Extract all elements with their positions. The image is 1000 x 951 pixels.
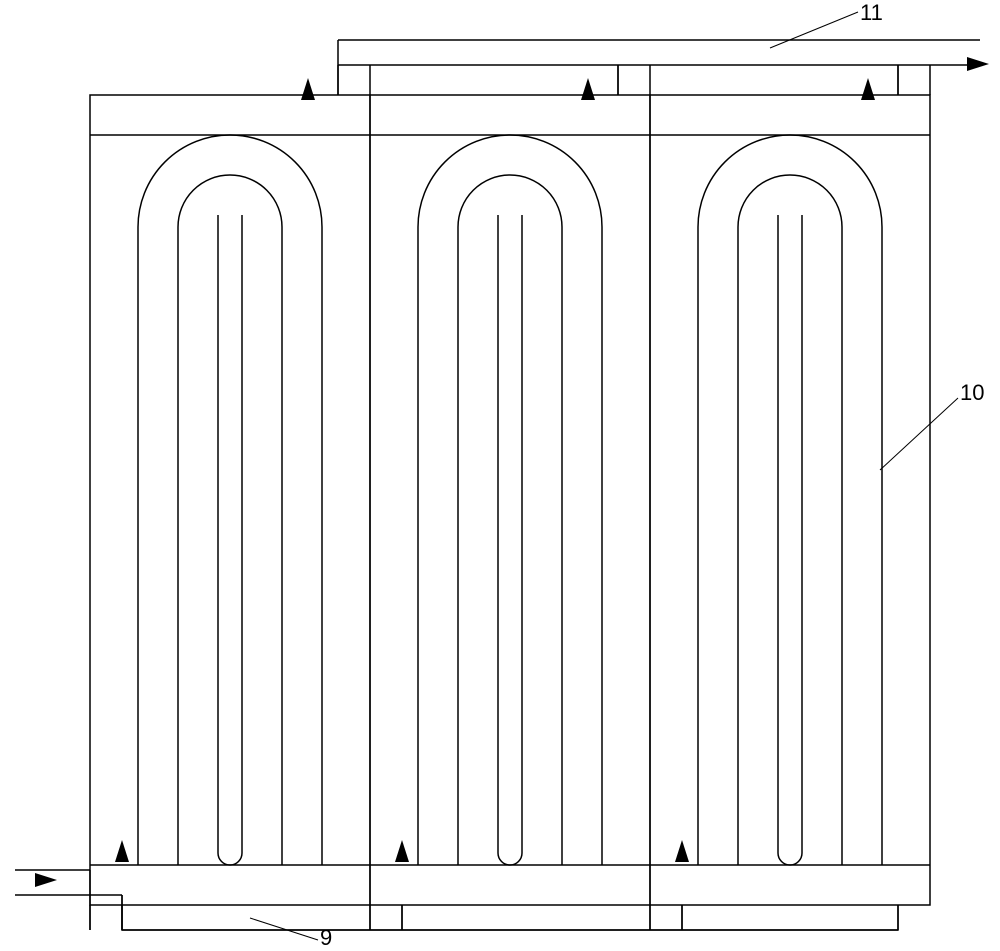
label-11: 11 bbox=[860, 0, 883, 26]
label-9: 9 bbox=[320, 925, 332, 951]
serpentine-heat-exchanger-diagram bbox=[0, 0, 1000, 951]
label-10: 10 bbox=[960, 380, 984, 406]
